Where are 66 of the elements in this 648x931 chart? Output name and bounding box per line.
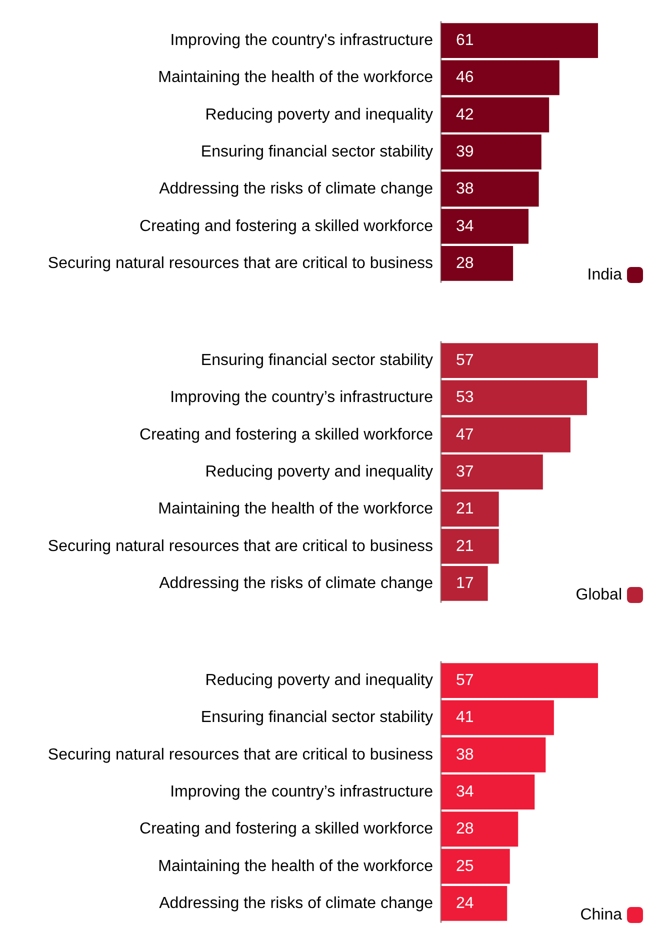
data-label: 46 (456, 69, 474, 86)
data-label: 17 (456, 574, 474, 592)
legend-label: India (587, 266, 622, 284)
y-tick-label: Addressing the risks of climate change (159, 180, 434, 198)
y-tick-label: Improving the country's infrastructure (170, 32, 434, 50)
y-tick-label: Creating and fostering a skilled workforce (140, 820, 434, 838)
y-tick-label: Securing natural resources that are critical to business (48, 254, 433, 272)
data-label: 25 (456, 858, 474, 875)
bar (441, 23, 598, 58)
data-label: 57 (456, 352, 474, 370)
bar (441, 848, 510, 884)
data-label: 21 (456, 538, 474, 555)
data-label: 34 (456, 218, 474, 235)
y-tick-label: Reducing poverty and inequality (205, 464, 433, 480)
y-tick-label: Creating and fostering a skilled workforce (140, 218, 434, 235)
data-label: 37 (456, 464, 474, 480)
bar (441, 886, 508, 921)
bar (441, 417, 570, 452)
bar (441, 246, 514, 281)
y-tick-label: Reducing poverty and inequality (205, 106, 433, 124)
data-label: 42 (456, 106, 474, 124)
data-label: 28 (456, 254, 474, 272)
bar (441, 380, 587, 416)
y-tick-label: Securing natural resources that are critical to business (48, 746, 433, 764)
data-label: 53 (456, 389, 474, 406)
data-label: 57 (456, 672, 474, 690)
data-label: 47 (456, 426, 474, 444)
bar (441, 492, 499, 527)
bar (441, 663, 598, 698)
data-label: 39 (456, 144, 474, 160)
bar (441, 343, 598, 378)
legend-label: Global (576, 586, 622, 604)
bar (441, 774, 535, 810)
bar (441, 208, 529, 244)
data-label: 21 (456, 500, 474, 518)
y-tick-label: Maintaining the health of the workforce (158, 500, 434, 518)
y-tick-label: Maintaining the health of the workforce (158, 69, 434, 86)
data-label: 24 (456, 894, 474, 912)
bar (441, 60, 560, 96)
y-tick-label: Ensuring financial sector stability (200, 709, 433, 726)
data-label: 34 (456, 784, 474, 800)
y-tick-label: Ensuring financial sector stability (200, 352, 433, 370)
data-label: 38 (456, 746, 474, 764)
bar (441, 737, 546, 772)
y-tick-label: Improving the country’s infrastructure (170, 784, 434, 800)
y-tick-label: Reducing poverty and inequality (205, 672, 433, 690)
y-tick-label: Ensuring financial sector stability (200, 144, 433, 160)
data-label: 61 (456, 32, 474, 50)
data-label: 28 (456, 820, 474, 838)
y-tick-label: Creating and fostering a skilled workforce (140, 426, 434, 444)
y-tick-label: Securing natural resources that are critical to business (48, 538, 433, 555)
bar (441, 812, 518, 847)
bar (441, 134, 542, 170)
data-label: 38 (456, 180, 474, 198)
bar (441, 454, 543, 490)
y-tick-label: Addressing the risks of climate change (159, 894, 434, 912)
bar (441, 172, 539, 207)
y-tick-label: Maintaining the health of the workforce (158, 858, 434, 875)
y-tick-label: Addressing the risks of climate change (159, 574, 434, 592)
y-tick-label: Improving the country’s infrastructure (170, 389, 434, 406)
bar (441, 700, 554, 736)
legend-label: China (580, 906, 622, 924)
bar (441, 97, 550, 132)
bar (441, 528, 499, 564)
data-label: 41 (456, 709, 474, 726)
bar (441, 566, 488, 601)
